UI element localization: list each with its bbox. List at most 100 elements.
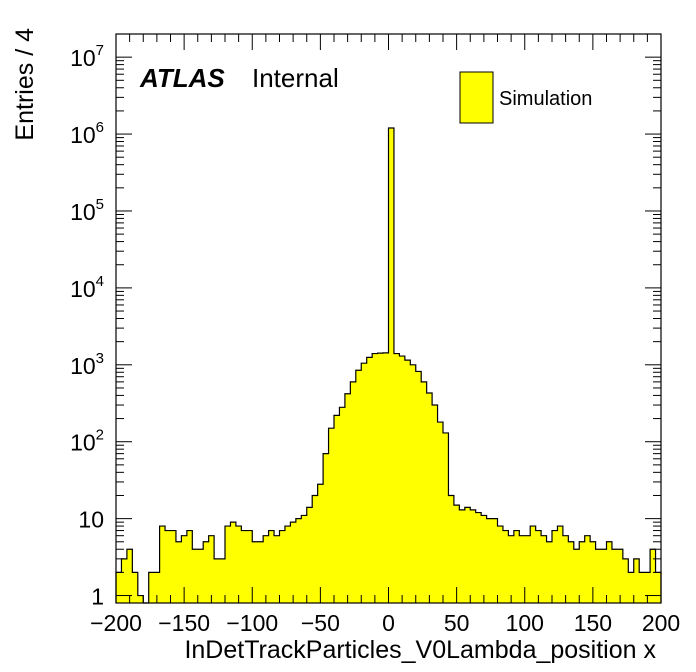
histogram-bar xyxy=(361,363,368,603)
histogram-bar xyxy=(197,549,204,603)
histogram-bar xyxy=(415,371,422,603)
histogram-bar xyxy=(611,549,618,603)
histogram-bar xyxy=(230,522,237,603)
histogram-bar xyxy=(344,393,351,603)
x-tick-label: −200 xyxy=(90,610,142,636)
x-tick-labels: −200 −150 −100 −50 0 50 100 150 200 xyxy=(90,610,680,636)
histogram-bar xyxy=(393,353,400,603)
histogram-bar xyxy=(165,530,171,603)
x-axis-title: InDetTrackParticles_V0Lambda_position x xyxy=(184,636,656,664)
histogram-bar xyxy=(595,549,602,603)
histogram-bar xyxy=(432,405,438,603)
histogram-bar xyxy=(350,381,357,603)
histogram-bar xyxy=(622,558,629,603)
histogram-bar xyxy=(573,549,580,603)
histogram-bar xyxy=(508,535,515,603)
histogram-bar xyxy=(486,518,493,603)
histogram-bar xyxy=(437,422,444,603)
histogram-bar xyxy=(562,535,569,603)
histogram-bar xyxy=(546,541,553,603)
histogram-bar xyxy=(170,530,177,603)
x-tick-label: −50 xyxy=(301,610,340,636)
y-axis-ticks xyxy=(116,33,661,597)
plot-frame xyxy=(115,33,662,604)
y-axis-title: Entries / 4 xyxy=(11,28,39,141)
histogram-bar xyxy=(252,541,259,603)
histogram-bar xyxy=(214,558,220,603)
histogram-bar xyxy=(552,530,558,603)
histogram-bar xyxy=(126,549,133,603)
histogram-bar xyxy=(650,549,656,603)
x-tick-label: 200 xyxy=(642,610,680,636)
histogram-bar xyxy=(513,530,520,603)
x-tick-label: 0 xyxy=(382,610,395,636)
histogram-bar xyxy=(388,127,395,603)
histogram-bar xyxy=(426,392,433,603)
x-tick-label: 100 xyxy=(506,610,544,636)
histogram-bar xyxy=(590,541,596,603)
histogram-bar xyxy=(497,526,504,603)
histogram-bar xyxy=(541,535,547,603)
histogram-bar xyxy=(132,572,139,603)
histogram-bar xyxy=(268,530,275,603)
histogram-bar xyxy=(203,541,210,603)
histogram-bar xyxy=(246,530,253,603)
histogram-bar xyxy=(159,526,166,603)
histogram-bar xyxy=(459,509,466,603)
histogram-bar xyxy=(116,572,122,603)
histogram-bar xyxy=(655,572,662,603)
histogram-bar xyxy=(284,526,291,603)
histogram-bar xyxy=(274,535,280,603)
legend-swatch-simulation xyxy=(459,71,494,124)
histogram-bar xyxy=(263,535,269,603)
histogram-bar xyxy=(535,530,542,603)
atlas-label: ATLAS xyxy=(139,63,225,93)
histogram-bar xyxy=(334,415,340,603)
histogram-bar xyxy=(601,549,607,603)
histogram-bar xyxy=(443,432,449,603)
histogram-bar xyxy=(475,512,482,603)
histogram-bar xyxy=(225,526,231,603)
histogram-bar xyxy=(154,572,160,603)
histogram-bar xyxy=(633,558,640,603)
histogram-bar xyxy=(453,505,460,603)
histogram-bar xyxy=(279,530,286,603)
histogram-bar xyxy=(301,515,308,603)
histogram-bar xyxy=(410,364,417,603)
histogram-bar xyxy=(519,535,526,603)
x-tick-label: 150 xyxy=(574,610,612,636)
histogram-bar xyxy=(121,558,128,603)
histogram-bar xyxy=(192,549,199,603)
histogram-bar xyxy=(502,530,509,603)
y-tick-label: 10 xyxy=(78,507,104,533)
histogram-bar xyxy=(312,495,319,603)
histogram-bar xyxy=(306,507,313,603)
histogram-bar xyxy=(470,509,477,603)
histogram-bar xyxy=(323,453,329,603)
legend-label-simulation: Simulation xyxy=(499,88,592,110)
histogram-bar xyxy=(219,558,226,603)
histogram-bar xyxy=(208,535,215,603)
histogram-bar xyxy=(421,381,428,603)
histogram-bar xyxy=(579,541,586,603)
histogram-bar xyxy=(148,572,155,603)
x-tick-label: 50 xyxy=(444,610,470,636)
histogram-bar xyxy=(186,530,193,603)
histogram-bar xyxy=(464,507,471,603)
histogram-bar xyxy=(372,353,378,603)
histogram-bar xyxy=(295,518,302,603)
histogram-bar xyxy=(568,541,575,603)
histogram-bar xyxy=(399,356,406,603)
internal-label: Internal xyxy=(252,63,339,93)
histogram-bar xyxy=(383,352,389,603)
x-tick-label: −150 xyxy=(158,610,210,636)
histogram-bar xyxy=(628,572,635,603)
histogram-bar xyxy=(339,407,346,603)
histogram-bar xyxy=(584,535,591,603)
histogram-bar xyxy=(639,572,646,603)
histogram-bar xyxy=(492,518,498,603)
histogram-bar xyxy=(644,572,651,603)
histogram-bar xyxy=(377,353,384,603)
